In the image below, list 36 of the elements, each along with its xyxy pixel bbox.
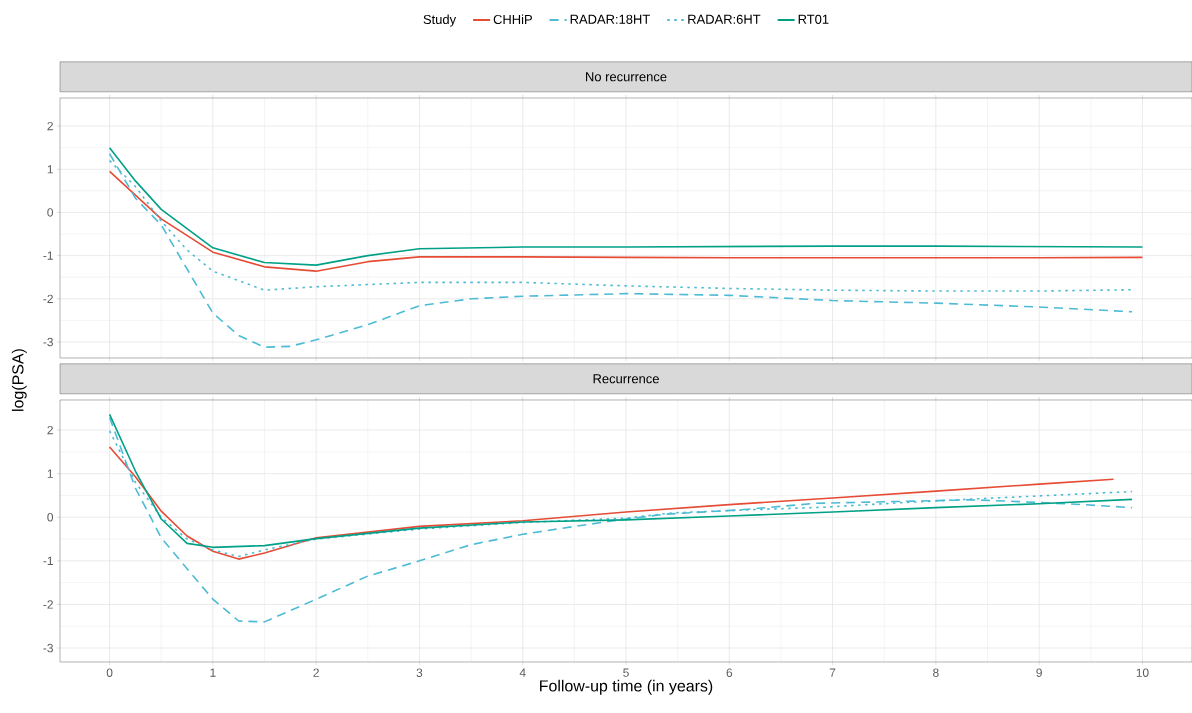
line-series (108, 446, 1115, 560)
y-tick-label: -1 (43, 251, 53, 260)
y-tick-label: 1 (47, 469, 53, 478)
y-tick-label: 0 (47, 208, 54, 217)
chart-title: Recurrence (593, 374, 659, 384)
line-series (108, 152, 1133, 348)
y-tick-label: -1 (43, 556, 53, 565)
legend-label: CHHiP (493, 14, 532, 25)
x-tick-label: 1 (210, 668, 216, 677)
x-tick-label: 5 (623, 668, 629, 677)
y-axis-title: log(PSA) (11, 349, 27, 411)
x-tick-label: 0 (106, 668, 113, 677)
x-tick-label: 3 (416, 668, 423, 677)
legend-title: Study (423, 14, 457, 27)
x-axis-title: Follow-up time (in years) (540, 679, 713, 695)
y-tick-label: 2 (47, 425, 53, 435)
x-tick-label: 9 (1036, 668, 1042, 677)
legend-label: RADAR:18HT (570, 14, 650, 24)
x-tick-label: 10 (1136, 668, 1149, 677)
y-tick-label: 0 (47, 513, 54, 522)
x-tick-label: 2 (313, 668, 319, 677)
y-tick-label: -2 (43, 294, 53, 303)
x-tick-label: 4 (519, 668, 526, 677)
y-tick-label: -2 (43, 600, 53, 609)
line-series (108, 413, 1133, 549)
y-tick-label: 2 (47, 121, 53, 131)
chart-title: No recurrence (586, 72, 667, 82)
x-tick-label: 8 (933, 668, 939, 677)
x-tick-label: 6 (726, 668, 733, 677)
legend-label: RADAR:6HT (688, 14, 761, 24)
x-tick-label: 7 (829, 668, 836, 677)
y-tick-label: -3 (43, 643, 53, 653)
line-series (108, 416, 1133, 623)
y-tick-label: -3 (43, 337, 53, 347)
y-tick-label: 1 (47, 165, 53, 174)
legend-label: RT01 (798, 14, 829, 24)
